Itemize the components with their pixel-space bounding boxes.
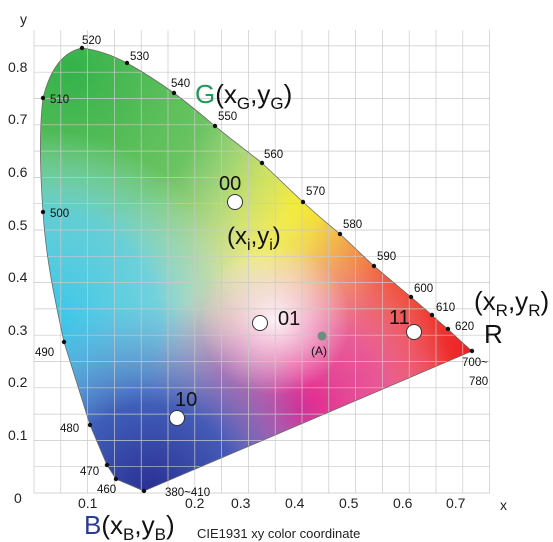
wavelength-dot <box>79 45 85 51</box>
x-tick: 0.7 <box>446 495 466 511</box>
wavelength-dot <box>300 199 306 205</box>
wavelength-label: 590 <box>377 251 396 263</box>
x-tick: 0.1 <box>78 495 98 511</box>
wavelength-dot <box>469 348 475 354</box>
wavelength-label: 610 <box>436 302 455 314</box>
x-tick: 0.4 <box>285 495 305 511</box>
wavelength-dot <box>371 263 377 269</box>
point-11-label: 11 <box>389 307 410 329</box>
point-01-marker <box>252 315 268 331</box>
wavelength-dot <box>408 294 414 300</box>
wavelength-label: 620 <box>455 321 474 333</box>
coordinate-grid <box>33 30 490 494</box>
green-primary-coordinate: G(xG,yG) <box>195 79 292 113</box>
wavelength-label: 780 <box>469 376 488 388</box>
wavelength-label: 490 <box>35 347 54 359</box>
wavelength-markers: 380~410 460 470 480 490 500 510 520 530 … <box>35 35 488 499</box>
wavelength-dot <box>124 60 130 66</box>
wavelength-label: 540 <box>171 78 190 90</box>
y-tick: 0.4 <box>8 269 28 285</box>
wavelength-label: 510 <box>50 94 69 106</box>
wavelength-dot <box>259 160 265 166</box>
y-tick: 0.6 <box>8 164 28 180</box>
y-tick: 0.1 <box>8 427 28 443</box>
point-a-label: (A) <box>311 344 327 358</box>
wavelength-label: 700~ <box>462 357 488 369</box>
spectral-locus <box>39 47 473 492</box>
blue-primary-letter: B <box>84 510 101 540</box>
x-tick: 0.6 <box>393 495 413 511</box>
wavelength-dot <box>212 123 218 129</box>
red-primary-coordinate: (xR,yR) <box>474 286 549 320</box>
x-axis-label: x <box>500 497 507 513</box>
wavelength-label: 580 <box>343 219 362 231</box>
wavelength-label: 550 <box>218 111 237 123</box>
wavelength-label: 600 <box>414 283 433 295</box>
point-00-marker <box>227 194 243 210</box>
wavelength-dot <box>337 231 343 237</box>
point-10-label: 10 <box>175 389 197 411</box>
wavelength-label: 530 <box>130 51 149 63</box>
x-tick: 0.3 <box>231 495 251 511</box>
y-tick: 0.3 <box>8 322 28 338</box>
y-axis: y 0.8 0.7 0.6 0.5 0.4 0.3 0.2 0.1 0 <box>8 11 28 506</box>
wavelength-label: 570 <box>306 186 325 198</box>
wavelength-dot <box>445 326 451 332</box>
x-tick: 0.5 <box>339 495 359 511</box>
wavelength-label: 480 <box>60 423 79 435</box>
diagram-caption: CIE1931 xy color coordinate <box>197 526 360 541</box>
y-axis-label: y <box>20 11 27 27</box>
wavelength-label: 560 <box>264 149 283 161</box>
red-primary-letter: R <box>484 319 503 349</box>
wavelength-dot <box>429 312 435 318</box>
wavelength-dot <box>40 95 46 101</box>
y-tick: 0.2 <box>8 374 28 390</box>
y-tick: 0.8 <box>8 59 28 75</box>
point-01-label: 01 <box>278 308 300 330</box>
wavelength-label: 500 <box>50 208 69 220</box>
y-tick: 0 <box>14 490 22 506</box>
point-a-marker <box>317 331 327 341</box>
wavelength-dot <box>104 462 110 468</box>
sample-points: 00 01 10 11 (A) <box>169 173 422 426</box>
wavelength-dot <box>61 339 67 345</box>
x-tick: 0.2 <box>185 495 205 511</box>
wavelength-dot <box>171 90 177 96</box>
wavelength-label: 520 <box>82 35 101 47</box>
wavelength-dot <box>40 209 46 215</box>
point-10-marker <box>169 410 185 426</box>
wavelength-label: 460 <box>97 484 116 496</box>
wavelength-label: 380~410 <box>165 487 210 499</box>
generic-point-coordinate: (xi,yi) <box>227 223 281 254</box>
point-00-label: 00 <box>219 173 241 195</box>
point-11-marker <box>406 324 422 340</box>
wavelength-dot <box>87 422 93 428</box>
green-primary-letter: G <box>195 79 215 109</box>
wavelength-label: 470 <box>80 466 99 478</box>
y-tick: 0.5 <box>8 217 28 233</box>
x-axis: 0.1 0.2 0.3 0.4 0.5 0.6 0.7 x <box>78 495 507 513</box>
blue-primary-coordinate: B(xB,yB) <box>84 510 175 542</box>
y-tick: 0.7 <box>8 111 28 127</box>
wavelength-dot <box>113 476 119 482</box>
wavelength-dot <box>141 488 147 494</box>
